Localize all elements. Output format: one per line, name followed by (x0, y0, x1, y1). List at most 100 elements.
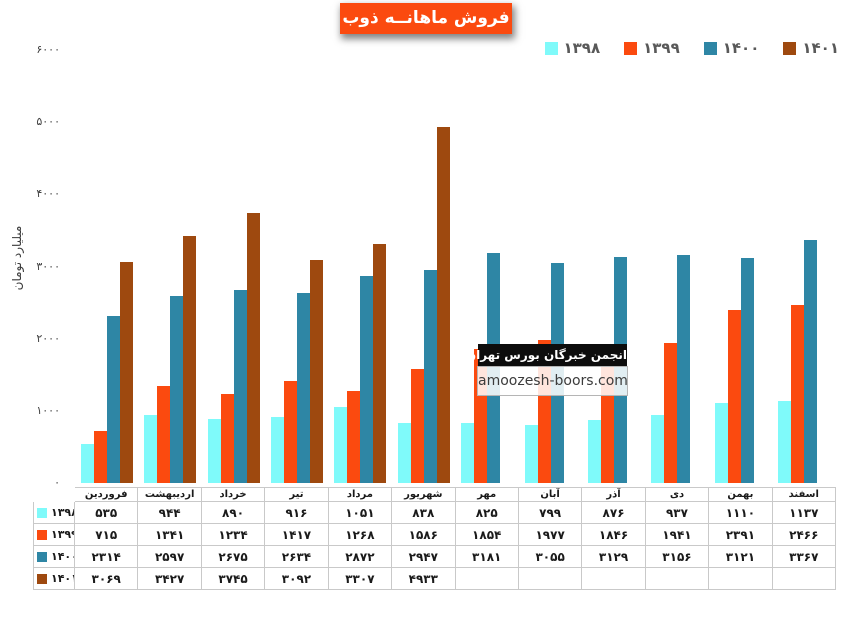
table-value-cell (518, 568, 583, 590)
data-table: فروردین اردیبهشت خرداد تیر مرداد شهریور مهر آبا… (33, 487, 836, 590)
table-series-swatch-icon (37, 507, 47, 518)
y-tick-label: ۴۰۰۰ (36, 187, 60, 201)
bar-۱۴۰۰-شهریور (423, 270, 437, 483)
table-value-cell: ۱۰۵۱ (328, 502, 393, 524)
legend-entry-1401: ۱۴۰۱ (783, 39, 839, 57)
table-month-header: بهمن (709, 487, 773, 502)
legend-label: ۱۴۰۱ (802, 39, 839, 57)
table-value-cell: ۴۹۳۳ (392, 568, 456, 590)
y-tick-label: ۳۰۰۰ (36, 259, 60, 273)
table-value-cell: ۳۳۶۷ (772, 546, 836, 568)
table-value-cell: ۸۳۸ (392, 502, 456, 524)
legend-entry-1399: ۱۳۹۹ (624, 39, 680, 57)
table-value-cell: ۸۹۰ (201, 502, 266, 524)
table-month-header: اسفند (772, 487, 836, 502)
legend-swatch-icon (624, 41, 638, 55)
legend-label: ۱۴۰۰ (722, 39, 760, 57)
table-series-swatch-icon (37, 573, 47, 584)
table-value-cell: ۲۵۹۷ (138, 546, 202, 568)
bar-۱۳۹۹-مرداد (347, 391, 361, 483)
table-month-header: آذر (582, 487, 646, 502)
legend-swatch-icon (703, 41, 717, 55)
table-value-cell: ۸۷۶ (582, 502, 646, 524)
table-value-cell: ۱۴۱۷ (265, 524, 329, 546)
bar-۱۴۰۱-شهریور (436, 127, 450, 483)
bar-۱۳۹۸-دی (651, 415, 665, 483)
bar-۱۴۰۱-خرداد (246, 212, 260, 483)
table-month-header: دی (645, 487, 710, 502)
legend-entry-1398: ۱۳۹۸ (544, 39, 601, 57)
table-value-cell: ۸۲۵ (455, 502, 519, 524)
legend-entry-1400: ۱۴۰۰ (703, 39, 760, 57)
table-series-swatch-icon (37, 529, 47, 540)
bar-۱۴۰۱-فروردین (119, 261, 133, 483)
bar-۱۳۹۸-اسفند (778, 400, 792, 483)
y-tick-label: ۰ (54, 476, 60, 489)
table-value-cell (455, 568, 519, 590)
bar-۱۳۹۹-دی (664, 342, 678, 483)
bar-۱۳۹۸-بهمن (714, 402, 728, 483)
bar-۱۴۰۰-اسفند (804, 240, 818, 483)
chart-title: فروش ماهانــه ذوب (340, 3, 512, 34)
bar-۱۴۰۱-اردیبهشت (183, 235, 197, 483)
table-value-cell: ۱۱۳۷ (772, 502, 836, 524)
table-row-label-۱۴۰۰: ۱۴۰۰ (33, 546, 75, 568)
table-value-cell: ۳۰۶۹ (75, 568, 139, 590)
table-value-cell (772, 568, 836, 590)
table-value-cell: ۱۲۳۴ (201, 524, 266, 546)
bar-۱۳۹۹-اسفند (791, 305, 805, 483)
table-value-cell: ۳۴۲۷ (138, 568, 202, 590)
table-value-cell: ۳۱۲۹ (582, 546, 646, 568)
table-value-cell: ۱۹۷۷ (518, 524, 583, 546)
table-row-label-۱۴۰۱: ۱۴۰۱ (33, 568, 75, 590)
table-value-cell: ۷۹۹ (518, 502, 583, 524)
table-month-header: خرداد (201, 487, 266, 502)
legend-label: ۱۳۹۸ (563, 39, 601, 57)
table-series-year: ۱۳۹۹ (51, 528, 74, 541)
table-value-cell: ۱۱۱۰ (709, 502, 773, 524)
table-series-swatch-icon (37, 551, 47, 562)
bar-۱۳۹۸-خرداد (207, 418, 221, 483)
legend-swatch-icon (544, 41, 558, 55)
table-series-year: ۱۴۰۰ (51, 550, 74, 563)
chart-legend: ۱۳۹۸ ۱۳۹۹ ۱۴۰۰ ۱۴۰۱ (544, 38, 839, 58)
bar-۱۴۰۱-مرداد (373, 244, 387, 483)
table-value-cell: ۷۱۵ (75, 524, 139, 546)
bar-۱۳۹۹-خرداد (220, 393, 234, 483)
table-value-cell: ۵۳۵ (75, 502, 139, 524)
table-value-cell: ۲۶۳۴ (265, 546, 329, 568)
table-row-label-۱۳۹۸: ۱۳۹۸ (33, 502, 75, 524)
y-tick-label: ۵۰۰۰ (36, 115, 60, 129)
table-value-cell: ۱۲۶۸ (328, 524, 393, 546)
bar-۱۳۹۸-شهریور (397, 422, 411, 483)
y-tick-label: ۲۰۰۰ (36, 331, 60, 345)
table-month-header: مهر (455, 487, 519, 502)
table-value-cell: ۹۴۴ (138, 502, 202, 524)
y-axis-title: میلیارد تومان (10, 225, 24, 291)
table-value-cell: ۳۰۵۵ (518, 546, 583, 568)
bar-۱۴۰۰-مرداد (360, 275, 374, 483)
table-series-year: ۱۴۰۱ (51, 572, 74, 585)
table-month-header: شهریور (392, 487, 456, 502)
table-month-header: تیر (265, 487, 329, 502)
bar-۱۳۹۸-مهر (461, 423, 475, 483)
bar-۱۳۹۸-آبان (524, 425, 538, 483)
bar-۱۴۰۰-تیر (296, 292, 310, 483)
table-value-cell: ۳۱۵۶ (645, 546, 710, 568)
bar-۱۳۹۸-فروردین (80, 444, 94, 483)
table-value-cell: ۹۱۶ (265, 502, 329, 524)
bar-۱۴۰۱-تیر (309, 259, 323, 483)
table-month-header: مرداد (328, 487, 393, 502)
legend-label: ۱۳۹۹ (643, 39, 680, 57)
watermark-publisher: انجمن خبرگان بورس تهران (466, 344, 627, 366)
table-month-header: فروردین (75, 487, 139, 502)
table-value-cell: ۳۰۹۲ (265, 568, 329, 590)
bar-۱۳۹۹-تیر (283, 380, 297, 483)
bar-۱۴۰۰-بهمن (740, 257, 754, 483)
table-value-cell: ۲۴۶۶ (772, 524, 836, 546)
table-value-cell: ۱۸۴۶ (582, 524, 646, 546)
bar-۱۴۰۰-اردیبهشت (170, 295, 184, 483)
bar-۱۳۹۹-شهریور (410, 368, 424, 483)
table-value-cell (582, 568, 646, 590)
